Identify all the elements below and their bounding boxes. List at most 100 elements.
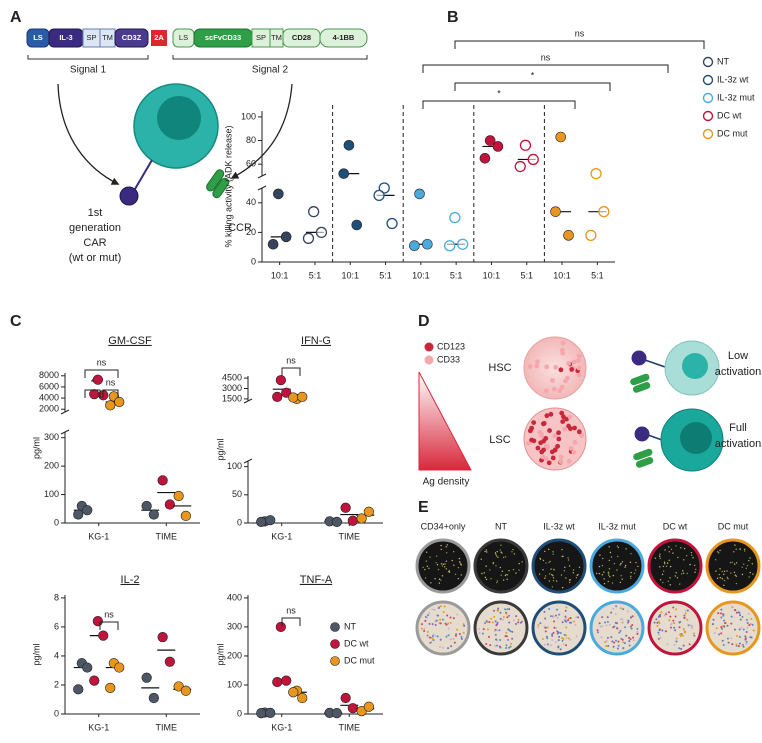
colony-speck [572, 572, 575, 574]
car-label: CAR [83, 237, 106, 249]
colony-speck [731, 643, 734, 646]
significance-bracket [454, 40, 705, 49]
outcome-label: Low [728, 350, 748, 362]
colony-speck [504, 574, 507, 577]
colony-speck [493, 615, 496, 618]
x-tick-label: 5:1 [309, 270, 322, 280]
colony-speck [682, 572, 685, 574]
colony-speck [556, 630, 559, 633]
data-point [256, 516, 267, 527]
well [473, 600, 529, 656]
data-point [82, 505, 93, 516]
antigen-dot [571, 449, 577, 455]
colony-speck [488, 621, 491, 624]
y-tick-label: 200 [227, 650, 242, 660]
colony-speck [437, 614, 440, 617]
cell-label: LSC [489, 434, 510, 446]
colony-speck [733, 563, 736, 565]
y-tick-label: 100 [227, 461, 242, 471]
data-point [343, 139, 355, 151]
colony-speck [484, 622, 487, 625]
colony-speck [621, 621, 624, 624]
colony-speck [546, 637, 549, 640]
legend-marker [330, 639, 340, 649]
colony-speck [480, 558, 482, 560]
data-point [347, 515, 358, 526]
colony-speck [673, 622, 676, 625]
antigen-dot [566, 361, 572, 366]
data-point [275, 375, 286, 386]
car-stalk [647, 434, 663, 441]
colony-speck [550, 568, 552, 570]
colony-speck [508, 608, 511, 611]
colony-speck [554, 614, 557, 617]
axis-break [60, 409, 70, 435]
antigen-dot [544, 388, 549, 393]
colony-speck [684, 612, 687, 615]
data-point [141, 672, 152, 683]
data-point [265, 515, 276, 526]
data-point [519, 139, 532, 151]
significance-label: ns [541, 52, 551, 62]
colony-speck [720, 616, 723, 619]
significance-bracket [422, 100, 576, 109]
significance-bracket [84, 389, 101, 398]
colony-speck [680, 547, 682, 549]
colony-speck [741, 615, 744, 618]
column-label: IL-3z wt [543, 521, 575, 531]
antigen-dot [550, 377, 555, 383]
colony-speck [672, 552, 674, 554]
y-tick-label: 3000 [222, 383, 242, 393]
colony-speck [449, 638, 452, 641]
colony-speck [688, 643, 691, 646]
colony-speck [542, 569, 544, 571]
colony-speck [506, 574, 509, 576]
colony-speck [510, 642, 513, 645]
colony-speck [610, 636, 613, 639]
segment-label: IL-3 [59, 33, 72, 42]
data-point [356, 513, 367, 524]
colony-speck [432, 633, 435, 636]
chart-title: GM-CSF [108, 335, 152, 347]
colony-speck [462, 623, 465, 626]
colony-speck [569, 638, 572, 641]
legend-marker [424, 342, 434, 352]
car-stalk [134, 159, 153, 190]
colony-speck [462, 631, 465, 634]
colony-speck [457, 577, 460, 580]
colony-speck [555, 580, 558, 582]
colony-speck [437, 607, 440, 610]
colony-speck [599, 625, 602, 628]
colony-speck [727, 577, 729, 580]
data-point [256, 708, 267, 719]
colony-speck [495, 565, 497, 567]
colony-speck [598, 572, 601, 575]
data-point [148, 509, 159, 520]
legend-marker [702, 110, 714, 122]
colony-speck [656, 624, 659, 627]
colony-speck [720, 612, 723, 615]
well [415, 600, 471, 656]
ccr-chain [635, 457, 654, 468]
colony-speck [661, 573, 664, 576]
colony-speck [505, 644, 508, 647]
colony-speck [628, 636, 631, 639]
colony-speck [719, 577, 721, 579]
colony-speck [722, 644, 725, 647]
colony-speck [499, 646, 502, 649]
colony-speck [494, 644, 497, 647]
colony-speck [521, 561, 523, 563]
colony-speck [739, 618, 742, 621]
y-tick-label: 0 [237, 708, 242, 718]
colony-speck [491, 621, 494, 624]
significance-label: ns [286, 605, 296, 615]
colony-speck [509, 645, 512, 648]
arrow [57, 83, 120, 185]
significance-bracket [99, 621, 119, 630]
data-point [527, 153, 539, 166]
antigen-dot [559, 410, 565, 416]
colony-speck [731, 561, 733, 564]
data-point [280, 231, 292, 243]
colony-speck [501, 570, 504, 573]
data-point [422, 238, 433, 250]
